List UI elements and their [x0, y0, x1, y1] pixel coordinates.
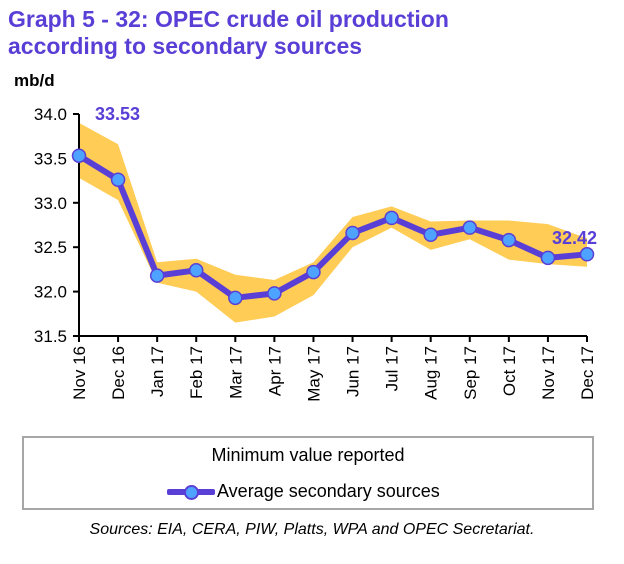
line-chart: 31.5 32.0 32.5 33.0 33.5 34.0 Nov 16 Dec 16 Jan … — [34, 104, 597, 402]
x-tick-label: Aug 17 — [422, 346, 441, 400]
data-value-label: 33.53 — [95, 104, 140, 124]
x-tick-label: Nov 17 — [539, 346, 558, 400]
labels-layer: 31.5 32.0 32.5 33.0 33.5 34.0 Nov 16 Dec 16 Jan … — [34, 104, 597, 402]
y-tick-label: 33.0 — [34, 194, 67, 213]
data-point — [149, 268, 165, 283]
x-tick-label: May 17 — [304, 346, 323, 402]
x-tick-label: Dec 17 — [578, 346, 597, 400]
x-tick-label: Oct 17 — [500, 346, 519, 396]
legend-line-marker-icon — [167, 482, 215, 502]
y-tick-label: 31.5 — [34, 327, 67, 346]
x-tick-label: Jun 17 — [344, 346, 363, 397]
x-tick-label: Apr 17 — [265, 346, 284, 396]
y-tick-label: 32.0 — [34, 283, 67, 302]
data-point — [71, 148, 87, 163]
legend-label-average: Average secondary sources — [217, 481, 440, 501]
chart-title: Graph 5 - 32: OPEC crude oil production … — [8, 6, 449, 60]
y-axis-unit-label: mb/d — [14, 71, 55, 90]
x-tick-label: Nov 16 — [70, 346, 89, 400]
data-point — [267, 286, 282, 301]
y-tick-label: 33.5 — [34, 149, 67, 168]
legend: Minimum value reported Average secondary… — [22, 436, 594, 510]
data-value-label: 32.42 — [552, 228, 597, 248]
min-max-band — [79, 122, 587, 323]
x-tick-label: Sep 17 — [461, 346, 480, 400]
band-layer — [79, 122, 587, 323]
data-point — [188, 263, 204, 278]
legend-label-minimum: Minimum value reported — [211, 445, 405, 465]
data-point — [384, 210, 399, 226]
data-point — [306, 264, 321, 280]
data-point — [345, 225, 360, 241]
chart-title-line-1: Graph 5 - 32: OPEC crude oil production — [8, 6, 449, 32]
data-point — [579, 247, 595, 262]
y-tick-label: 34.0 — [34, 105, 67, 124]
data-point — [423, 227, 438, 243]
data-point — [540, 250, 556, 266]
x-tick-label: Feb 17 — [187, 346, 206, 399]
x-tick-label: Jul 17 — [383, 346, 402, 391]
x-tick-label: Mar 17 — [226, 346, 245, 399]
series-layer — [71, 148, 595, 306]
source-note: Sources: EIA, CERA, PIW, Platts, WPA and… — [89, 521, 535, 538]
data-point — [501, 232, 517, 248]
chart-title-line-2: according to secondary sources — [8, 33, 363, 59]
legend-item-minimum: Minimum value reported — [24, 445, 592, 466]
data-point — [462, 220, 478, 235]
y-tick-label: 32.5 — [34, 238, 67, 257]
axes — [73, 113, 588, 342]
x-tick-label: Jan 17 — [148, 346, 167, 397]
data-point — [110, 172, 126, 187]
x-tick-label: Dec 16 — [109, 346, 128, 400]
legend-item-average: Average secondary sources — [167, 481, 440, 502]
data-point — [228, 290, 243, 306]
